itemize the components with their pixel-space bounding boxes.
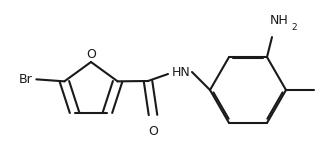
Text: O: O (148, 125, 158, 138)
Text: NH: NH (270, 14, 289, 27)
Text: Br: Br (19, 73, 32, 86)
Text: HN: HN (172, 66, 191, 78)
Text: 2: 2 (291, 23, 297, 32)
Text: O: O (86, 47, 96, 60)
